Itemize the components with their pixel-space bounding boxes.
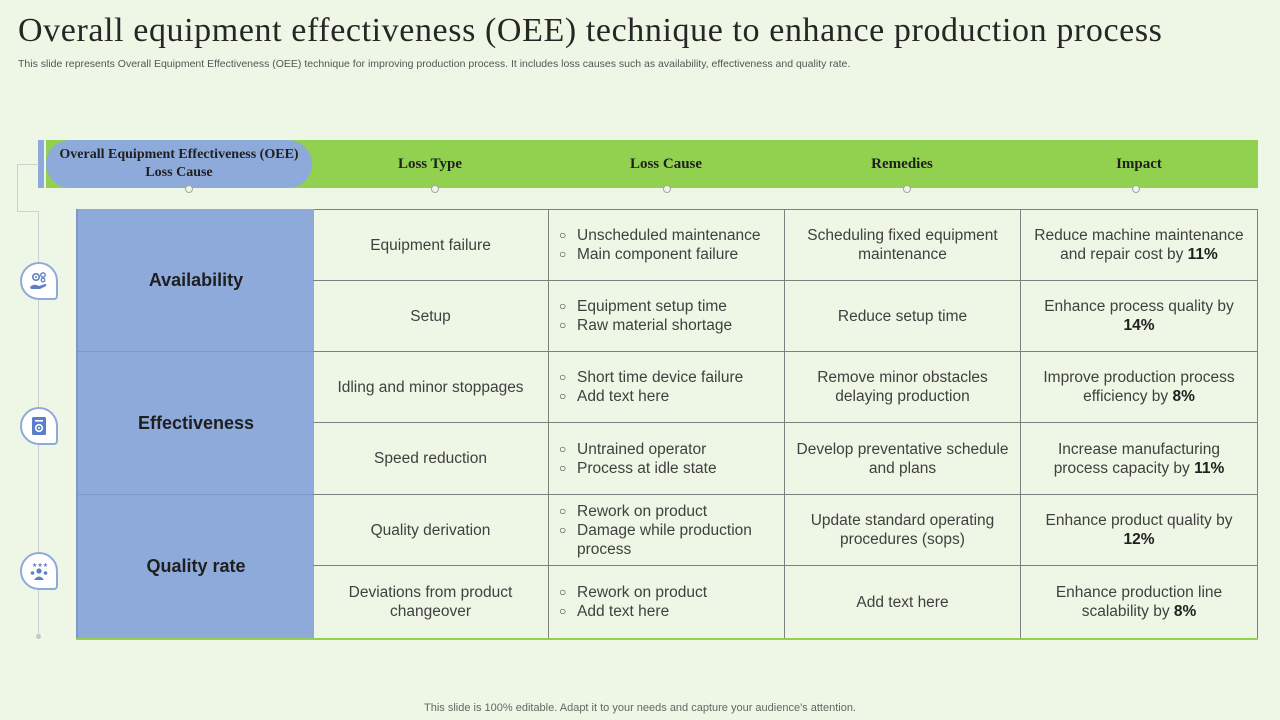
remedy-cell: Add text here <box>785 566 1021 638</box>
header-loss-cause: Loss Cause <box>629 155 703 172</box>
header-impact: Impact <box>1116 155 1162 172</box>
loss-cause-cell: ○ Rework on product ○ Damage while producti… <box>549 495 785 566</box>
impact-cell: Reduce machine maintenance and repair co… <box>1021 210 1258 281</box>
remedy-cell: Develop preventative schedule and plans <box>785 423 1021 495</box>
loss-type-cell: Idling and minor stoppages <box>313 352 549 423</box>
list-item: ○ Short time device failure <box>559 369 744 386</box>
list-item: ○ Rework on product <box>559 584 708 601</box>
header-remedies: Remedies <box>871 155 933 172</box>
remedy-cell: Remove minor obstacles delaying producti… <box>785 352 1021 423</box>
loss-type-cell: Speed reduction <box>313 423 549 495</box>
timeline-connector <box>17 164 39 165</box>
impact-cell: Improve production process efficiency by… <box>1021 352 1258 423</box>
list-item: ○ Unscheduled maintenance <box>559 227 761 244</box>
remedy-cell: Scheduling fixed equipment maintenance <box>785 210 1021 281</box>
impact-cell: Enhance product quality by 12% <box>1021 495 1258 566</box>
loss-type-cell: Setup <box>313 281 549 352</box>
document-gear-icon <box>20 407 58 445</box>
list-item: ○ Rework on product <box>559 502 708 520</box>
header-dot <box>185 185 193 193</box>
timeline-connector <box>17 211 39 212</box>
category-quality-rate: Quality rate <box>76 495 314 638</box>
slide-subtitle: This slide represents Overall Equipment … <box>18 58 851 70</box>
header-dot <box>663 185 671 193</box>
header-oee-loss-cause: Overall Equipment Effectiveness (OEE) Lo… <box>46 140 312 188</box>
list-item: ○ Process at idle state <box>559 459 717 477</box>
impact-cell: Enhance process quality by 14% <box>1021 281 1258 352</box>
loss-cause-cell: ○ Equipment setup time ○ Raw material short… <box>549 281 785 352</box>
header-accent-bar <box>38 140 44 188</box>
oee-table: Availability Effectiveness Quality rate … <box>76 209 1258 640</box>
list-item: ○ Add text here <box>559 388 670 405</box>
header-dot <box>1132 185 1140 193</box>
category-effectiveness: Effectiveness <box>76 352 314 495</box>
loss-cause-cell: ○ Short time device failure ○ Add text here <box>549 352 785 423</box>
list-item: ○ Raw material shortage <box>559 317 733 334</box>
people-stars-icon: ★★★ <box>20 552 58 590</box>
header-dot <box>431 185 439 193</box>
timeline-connector <box>17 164 18 212</box>
timeline-end-dot <box>36 634 41 639</box>
gears-hand-icon <box>20 262 58 300</box>
category-availability: Availability <box>76 209 314 352</box>
header-loss-type: Loss Type <box>397 155 463 172</box>
remedy-cell: Reduce setup time <box>785 281 1021 352</box>
loss-type-cell: Equipment failure <box>313 210 549 281</box>
impact-cell: Increase manufacturing process capacity … <box>1021 423 1258 495</box>
list-item: ○ Main component failure <box>559 246 739 263</box>
list-item: ○ Damage while production process <box>559 521 752 558</box>
loss-cause-cell: ○ Unscheduled maintenance ○ Main component … <box>549 210 785 281</box>
table-top-border <box>312 209 1258 210</box>
list-item: ○ Untrained operator <box>559 440 707 458</box>
list-item: ○ Equipment setup time <box>559 298 727 315</box>
list-item: ○ Add text here <box>559 603 670 620</box>
remedy-cell: Update standard operating procedures (so… <box>785 495 1021 566</box>
header-dot <box>903 185 911 193</box>
loss-cause-cell: ○ Untrained operator ○ Process at idle stat… <box>549 423 785 495</box>
loss-cause-cell: ○ Rework on product ○ Add text here <box>549 566 785 638</box>
loss-type-cell: Quality derivation <box>313 495 549 566</box>
loss-type-cell: Deviations from product changeover <box>313 566 549 638</box>
svg-text:★★★: ★★★ <box>32 562 48 569</box>
slide-footer: This slide is 100% editable. Adapt it to… <box>424 702 856 714</box>
impact-cell: Enhance production line scalability by 8… <box>1021 566 1258 638</box>
slide-title: Overall equipment effectiveness (OEE) te… <box>18 12 1163 49</box>
